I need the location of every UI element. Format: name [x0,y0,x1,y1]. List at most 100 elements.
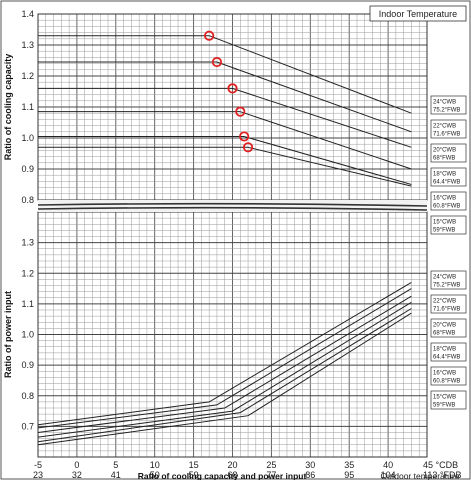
top-y-tick-label: 1.2 [21,71,34,81]
highlight-marker [242,142,254,153]
legend-box [430,215,467,235]
bottom-legend-entry: 20°CWB 68°FWB [430,318,467,338]
top-legend-entry: 18°CWB 64.4°FWB [430,167,467,187]
legend-box [430,366,467,386]
chart-title: Indoor Temperature [379,9,457,19]
x-tick-label-f: 68 [227,470,237,480]
legend-label-f: 60.8°FWB [433,379,460,385]
legend-label-f: 60.8°FWB [433,204,460,210]
legend-label-f: 59°FWB [433,228,455,234]
x-tick-label-f: 59 [189,470,199,480]
top-y-axis-title: Ratio of cooling capacity [3,54,13,161]
axis-break-line [37,202,428,207]
legend-box [430,119,467,139]
legend-label-c: 15°CWB [433,395,456,401]
x-tick-label-c: 15 [189,460,199,470]
legend-label-c: 24°CWB [433,275,456,281]
legend-box [430,167,467,187]
top-y-tick-label: 1.0 [21,133,34,143]
highlight-marker [227,83,238,94]
bottom-legend-entry: 15°CWB 59°FWB [430,390,467,410]
x-tick-label-f: 50 [150,470,160,480]
top-series-line-2 [232,87,412,148]
bottom-legend-entry: 22°CWB 71.6°FWB [430,294,467,314]
bottom-series-line-1 [37,288,412,429]
x-tick-label-c: 40 [383,460,393,470]
highlight-marker [235,106,246,117]
legend-box [430,342,467,362]
top-series-line-3 [240,111,412,170]
bottom-legend-entry: 18°CWB 64.4°FWB [430,342,467,362]
legend-label-f: 68°FWB [433,331,455,337]
legend-box [430,191,467,211]
legend-box [430,318,467,338]
x-tick-label-f: 32 [72,470,82,480]
bottom-legend-entry: 24°CWB 75.2°FWB [430,270,467,290]
top-series-line-4 [244,136,412,185]
bottom-y-tick-label: 0.8 [21,391,34,401]
bottom-series-line-4 [37,308,412,443]
legend-label-f: 68°FWB [433,156,455,162]
x-tick-label-c: 25 [266,460,276,470]
legend-box [430,270,467,290]
legend-label-f: 75.2°FWB [433,108,460,114]
highlight-marker [204,30,215,41]
x-tick-label-f: 104 [381,470,396,480]
x-tick-label-c: 20 [227,460,237,470]
legend-label-f: 64.4°FWB [433,180,460,186]
top-legend-entry: 16°CWB 60.8°FWB [430,191,467,211]
bottom-series-line-2 [37,295,412,433]
legend-label-f: 75.2°FWB [433,283,460,289]
legend-box [430,95,467,115]
legend-label-c: 18°CWB [433,172,456,178]
bottom-y-tick-label: 1.2 [21,268,34,278]
legend-label-c: 22°CWB [433,124,456,130]
top-series-line-1 [216,61,412,133]
legend-label-c: 15°CWB [433,220,456,226]
bottom-y-axis-title: Ratio of power input [3,291,13,378]
x-tick-label-c: 10 [150,460,160,470]
bottom-y-tick-label: 0.9 [21,360,34,370]
top-y-tick-label: 1.4 [21,9,34,19]
legend-label-c: 20°CWB [433,323,456,329]
legend-label-c: 16°CWB [433,371,456,377]
bottom-series-line-3 [37,301,412,438]
legend-box [430,294,467,314]
legend-label-c: 16°CWB [433,196,456,202]
legend-label-c: 18°CWB [433,347,456,353]
legend-label-f: 71.6°FWB [433,307,460,313]
top-series-line-0 [209,35,412,114]
x-tick-label-c: -5 [34,460,42,470]
title-box [369,5,467,22]
x-tick-label-c: 35 [344,460,354,470]
x-tick-label-c: 0 [74,460,79,470]
legend-box [430,143,467,163]
legend-label-f: 71.6°FWB [433,132,460,138]
top-y-tick-label: 1.3 [21,40,34,50]
bottom-y-tick-label: 1.1 [21,299,34,309]
bottom-y-tick-label: 0.7 [21,421,34,431]
axis-break-line [37,206,428,211]
top-series-line-5 [247,146,412,187]
top-y-tick-label: 1.1 [21,102,34,112]
x-tick-label-f: 23 [33,470,43,480]
legend-label-c: 24°CWB [433,100,456,106]
x-tick-label-f: 95 [344,470,354,480]
legend-label-f: 59°FWB [433,403,455,409]
top-legend-entry: 24°CWB 75.2°FWB [430,95,467,115]
legend-label-c: 20°CWB [433,148,456,154]
top-y-tick-label: 0.9 [21,164,34,174]
top-legend-entry: 22°CWB 71.6°FWB [430,119,467,139]
legend-box [430,390,467,410]
x-axis-title: Ratio of cooling capacity and power inpu… [138,471,307,480]
x-tick-label-c: 5 [113,460,118,470]
highlight-marker [211,56,223,68]
axis-break-band [38,200,427,212]
top-grid [37,13,428,201]
bottom-y-tick-label: 1.0 [21,330,34,340]
bottom-y-tick-label: 1.3 [21,238,34,248]
x-tick-label-c: 30 [305,460,315,470]
bottom-legend-entry: 16°CWB 60.8°FWB [430,366,467,386]
x-tick-label-c: 45 °CDB [423,460,458,470]
